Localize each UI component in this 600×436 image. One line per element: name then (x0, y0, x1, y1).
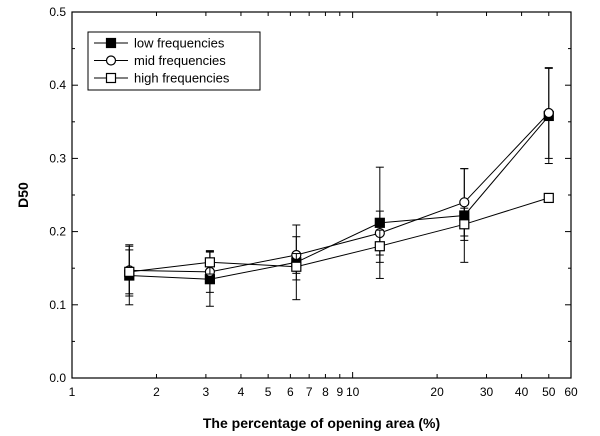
data-point (543, 107, 554, 119)
data-point (124, 266, 135, 277)
data-point (374, 241, 385, 252)
data-point (105, 55, 117, 66)
y-tick-label: 0.2 (49, 225, 66, 239)
legend-item: high frequencies (94, 71, 230, 86)
series-line (129, 112, 550, 273)
data-point (543, 192, 554, 204)
data-point (459, 219, 470, 230)
series-high-frequencies (124, 192, 554, 295)
legend-label: mid frequencies (134, 53, 226, 68)
series-mid-frequencies (124, 67, 554, 297)
y-tick-label: 0.0 (49, 371, 66, 385)
x-axis-title: The percentage of opening area (%) (203, 415, 440, 431)
y-axis-title: D50 (15, 182, 31, 208)
x-tick-label: 50 (542, 385, 556, 399)
data-point (105, 72, 117, 84)
x-tick-label: 1 (69, 385, 76, 399)
series-line (129, 197, 549, 273)
series-line (129, 115, 550, 280)
data-point (204, 257, 215, 268)
data-point (105, 37, 117, 49)
x-tick-label: 6 (287, 385, 294, 399)
x-tick-label: 5 (265, 385, 272, 399)
x-axis: 1 2 3 4 5 6 7 8 9 10 20 30 40 50 60 (69, 12, 578, 399)
legend-item: mid frequencies (94, 53, 226, 68)
series-layer (124, 67, 554, 307)
y-axis: 0.0 0.1 0.2 0.3 0.4 0.5 (49, 5, 571, 385)
x-tick-label: 8 (322, 385, 329, 399)
legend: low frequencies mid frequencies high frequ… (87, 31, 261, 91)
x-tick-label: 4 (238, 385, 245, 399)
legend-label: high frequencies (134, 71, 230, 86)
x-tick-label: 2 (153, 385, 160, 399)
legend-item: low frequencies (94, 36, 225, 51)
x-tick-label: 7 (306, 385, 313, 399)
x-tick-label: 20 (430, 385, 444, 399)
y-tick-label: 0.3 (49, 151, 66, 165)
data-point (459, 197, 470, 208)
data-point (291, 261, 302, 272)
x-tick-label: 3 (203, 385, 210, 399)
legend-label: low frequencies (134, 36, 225, 51)
y-tick-label: 0.4 (49, 78, 66, 92)
x-tick-label: 60 (564, 385, 578, 399)
x-tick-label: 40 (515, 385, 529, 399)
y-tick-label: 0.5 (49, 5, 66, 19)
y-tick-label: 0.1 (49, 298, 66, 312)
x-tick-label: 30 (480, 385, 494, 399)
x-tick-label: 9 (336, 385, 343, 399)
x-tick-label: 10 (346, 385, 360, 399)
series-low-frequencies (124, 67, 554, 307)
